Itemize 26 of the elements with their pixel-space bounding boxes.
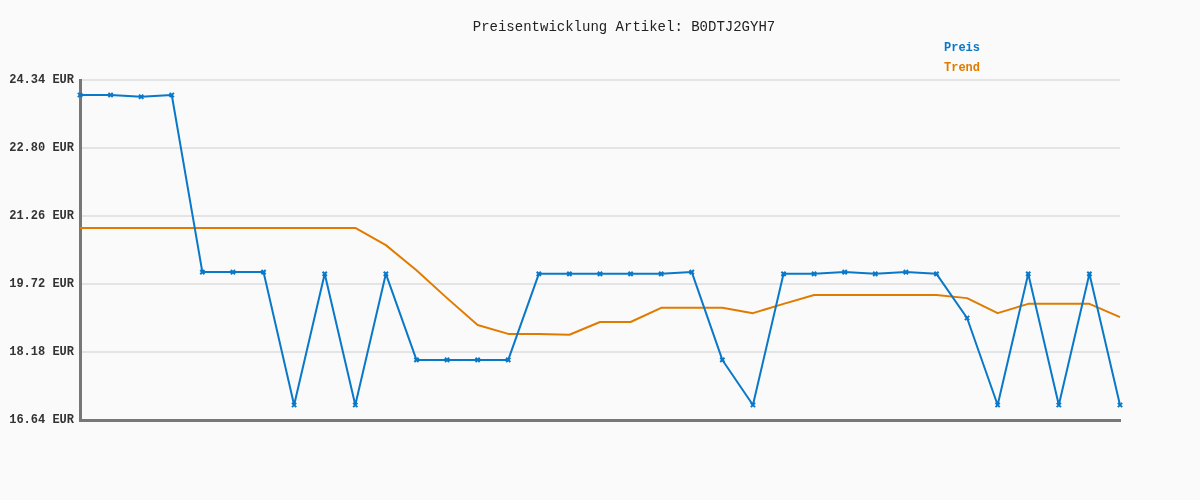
point	[749, 401, 757, 409]
point	[811, 270, 818, 277]
point	[963, 314, 971, 322]
point	[291, 401, 298, 409]
y-tick-label: 22.80 EUR	[9, 141, 75, 156]
point	[658, 270, 665, 277]
point	[229, 268, 237, 276]
point	[382, 270, 389, 277]
point	[596, 270, 604, 277]
y-tick-label: 18.18 EUR	[9, 345, 75, 360]
y-tick-label: 24.34 EUR	[9, 73, 75, 88]
text: Trend	[943, 60, 980, 77]
y-tick-label: 16.64 EUR	[9, 413, 75, 428]
point	[1025, 270, 1032, 277]
point	[505, 356, 512, 364]
y-tick-label: 19.72 EUR	[9, 277, 75, 292]
point	[443, 356, 451, 364]
point	[138, 93, 145, 100]
point	[168, 91, 175, 99]
point	[688, 268, 695, 276]
point	[902, 268, 909, 276]
text: Preis	[943, 40, 980, 57]
y-tick-label: 21.26 EUR	[9, 209, 75, 224]
point	[1055, 401, 1062, 409]
chart-title: Preisentwicklung Artikel: B0DTJ2GYH7	[471, 19, 777, 35]
point	[535, 270, 542, 277]
